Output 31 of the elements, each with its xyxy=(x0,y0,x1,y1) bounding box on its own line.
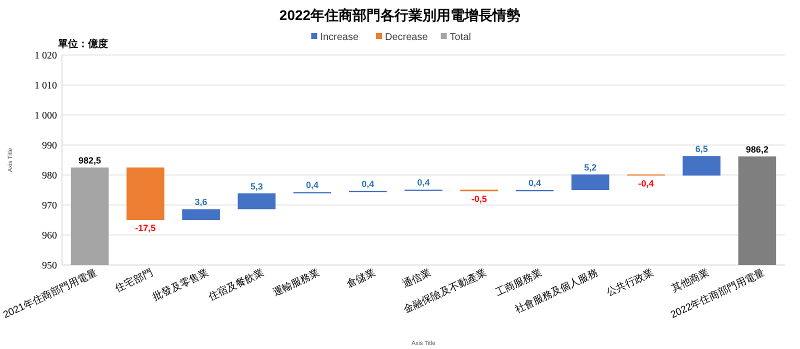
data-label: 0,4 xyxy=(528,178,541,188)
data-label: 6,5 xyxy=(695,144,708,154)
text: 單位：億度 xyxy=(57,38,108,50)
y-tick-label: 1 000 xyxy=(34,110,57,122)
data-label: -0,4 xyxy=(638,178,654,189)
legend-label: Increase xyxy=(320,32,359,43)
y-tick-label: 960 xyxy=(42,230,57,242)
x-tick-label: 運輸服務業 xyxy=(271,266,322,299)
data-label: 986,2 xyxy=(746,144,768,154)
legend-label: Decrease xyxy=(385,32,428,43)
legend-label: Total xyxy=(450,32,471,43)
x-tick-label: 通信業 xyxy=(400,266,433,290)
data-label: 3,6 xyxy=(194,197,208,208)
y-tick-label: 990 xyxy=(42,140,57,152)
y-tick-label: 970 xyxy=(42,200,57,212)
x-tick-label: 倉儲業 xyxy=(344,266,378,290)
data-label: 5,3 xyxy=(250,181,263,192)
data-label: 5,2 xyxy=(584,162,597,172)
data-label: 0,4 xyxy=(417,178,430,188)
data-label: -0,5 xyxy=(471,194,487,204)
y-tick-label: 1 020 xyxy=(34,50,57,62)
y-tick-label: 1 010 xyxy=(34,80,57,92)
x-tick-label: 其他商業 xyxy=(670,266,711,295)
data-label: 0,4 xyxy=(306,180,319,190)
data-label: -17,5 xyxy=(135,223,156,233)
y-tick-label: 950 xyxy=(42,260,57,272)
data-label: 0,4 xyxy=(362,178,374,189)
x-tick-label: 公共行政業 xyxy=(604,266,656,299)
data-label: 982,5 xyxy=(78,156,102,166)
chart-title: 2022年住商部門各行業別用電增長情勢 xyxy=(279,7,521,23)
y-tick-label: 980 xyxy=(42,170,57,182)
